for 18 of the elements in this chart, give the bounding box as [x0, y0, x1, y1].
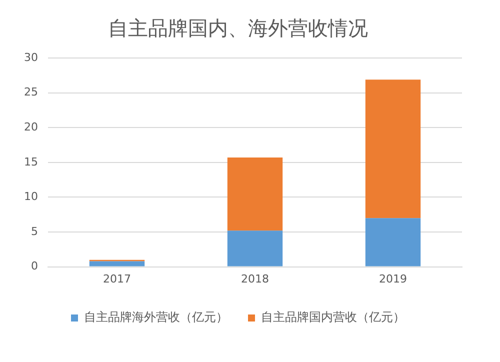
- y-tick-label: 30: [24, 50, 38, 64]
- y-tick-label: 25: [24, 86, 38, 99]
- bar: [365, 80, 421, 218]
- bar: [89, 261, 145, 266]
- y-tick-label: 15: [24, 155, 38, 168]
- y-tick-label: 5: [30, 224, 38, 238]
- legend-label: 自主品牌国内营收（亿元）: [261, 310, 405, 324]
- x-tick-label: 2019: [379, 272, 407, 286]
- y-tick-label: 0: [30, 260, 38, 273]
- y-tick-label: 20: [24, 120, 38, 134]
- x-tick-label: 2017: [103, 272, 131, 286]
- legend-label: 自主品牌海外营收（亿元）: [84, 310, 228, 324]
- bar: [365, 218, 421, 266]
- bar: [227, 230, 283, 266]
- x-tick-label: 2018: [241, 272, 269, 286]
- chart-title: 自主品牌国内、海外营收情况: [108, 16, 368, 40]
- y-tick-label: 10: [24, 190, 38, 204]
- bar: [227, 158, 283, 231]
